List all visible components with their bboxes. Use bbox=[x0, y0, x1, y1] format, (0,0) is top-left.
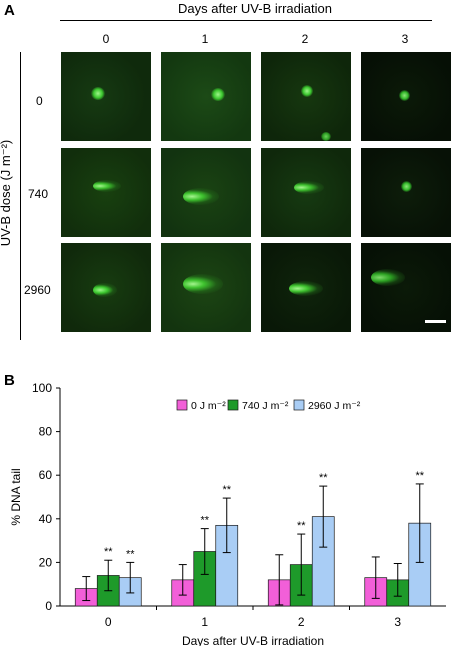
micrograph-dose0-day3 bbox=[361, 52, 451, 141]
row-axis-label: UV-B dose (J m⁻²) bbox=[0, 139, 13, 247]
nucleus-comet bbox=[321, 132, 331, 141]
nucleus-comet bbox=[91, 87, 105, 100]
legend-swatch bbox=[293, 399, 305, 411]
nucleus-comet bbox=[183, 188, 219, 205]
legend-swatch bbox=[176, 399, 188, 411]
legend-label: 0 J m⁻² bbox=[191, 400, 226, 412]
y-tick-label: 0 bbox=[45, 599, 52, 613]
column-label-day-0: 0 bbox=[102, 32, 110, 46]
significance-label: ** bbox=[415, 470, 424, 482]
title-underline bbox=[60, 20, 432, 21]
significance-label: ** bbox=[319, 472, 328, 484]
y-axis-label: % DNA tail bbox=[9, 468, 23, 525]
micrograph-dose0-day0 bbox=[61, 52, 151, 141]
nucleus-comet bbox=[371, 269, 405, 286]
legend-label: 2960 J m⁻² bbox=[308, 400, 361, 412]
column-label-day-3: 3 bbox=[401, 32, 409, 46]
micrograph-dose740-day3 bbox=[361, 148, 451, 237]
significance-label: ** bbox=[297, 520, 306, 532]
plot-area: 0 20 40 60 80 100 % DNA tail 0 ** ** 1 ** ** 2 ** ** 3 **… bbox=[9, 381, 446, 646]
micrograph-dose740-day0 bbox=[61, 148, 151, 237]
panel-a-title: Days after UV-B irradiation bbox=[178, 1, 332, 16]
y-tick-label: 100 bbox=[32, 381, 52, 395]
nucleus-comet bbox=[93, 180, 121, 192]
y-tick-label: 20 bbox=[39, 555, 53, 569]
x-tick-label: 3 bbox=[394, 615, 401, 629]
nucleus-comet bbox=[183, 274, 223, 294]
nucleus-comet bbox=[93, 283, 117, 297]
nucleus-comet bbox=[294, 181, 324, 194]
row-axis-rule bbox=[20, 52, 21, 340]
legend-label: 740 J m⁻² bbox=[242, 400, 289, 412]
significance-label: ** bbox=[222, 484, 231, 496]
panel-b-letter: B bbox=[4, 372, 15, 389]
y-tick-label: 60 bbox=[39, 468, 53, 482]
micrograph-dose2960-day2 bbox=[261, 243, 351, 332]
nucleus-comet bbox=[399, 90, 410, 101]
micrograph-dose740-day2 bbox=[261, 148, 351, 237]
x-axis-label: Days after UV-B irradiation bbox=[182, 634, 324, 646]
significance-label: ** bbox=[126, 548, 135, 560]
legend-swatch bbox=[227, 399, 239, 411]
micrograph-dose0-day2 bbox=[261, 52, 351, 141]
y-tick-label: 40 bbox=[39, 512, 53, 526]
x-tick-label: 2 bbox=[298, 615, 305, 629]
nucleus-comet bbox=[289, 281, 323, 296]
dna-tail-bar-chart: 0 20 40 60 80 100 % DNA tail 0 ** ** 1 ** ** 2 ** ** 3 **… bbox=[9, 381, 446, 646]
row-label-dose-2960: 2960 bbox=[24, 283, 51, 297]
column-label-day-1: 1 bbox=[201, 32, 209, 46]
micrograph-dose740-day1 bbox=[161, 148, 251, 237]
micrograph-dose0-day1 bbox=[161, 52, 251, 141]
x-tick-label: 1 bbox=[201, 615, 208, 629]
scale-bar bbox=[425, 320, 446, 323]
significance-label: ** bbox=[104, 546, 113, 558]
nucleus-comet bbox=[401, 181, 412, 192]
y-tick-label: 80 bbox=[39, 425, 53, 439]
nucleus-comet bbox=[211, 88, 225, 101]
panel-a-letter: A bbox=[4, 2, 15, 19]
significance-label: ** bbox=[200, 515, 209, 527]
nucleus-comet bbox=[301, 85, 313, 97]
row-label-dose-740: 740 bbox=[28, 187, 49, 201]
micrograph-dose2960-day1 bbox=[161, 243, 251, 332]
micrograph-dose2960-day3 bbox=[361, 243, 451, 332]
row-label-dose-0: 0 bbox=[36, 94, 43, 108]
column-label-day-2: 2 bbox=[301, 32, 309, 46]
x-tick-label: 0 bbox=[105, 615, 112, 629]
micrograph-dose2960-day0 bbox=[61, 243, 151, 332]
